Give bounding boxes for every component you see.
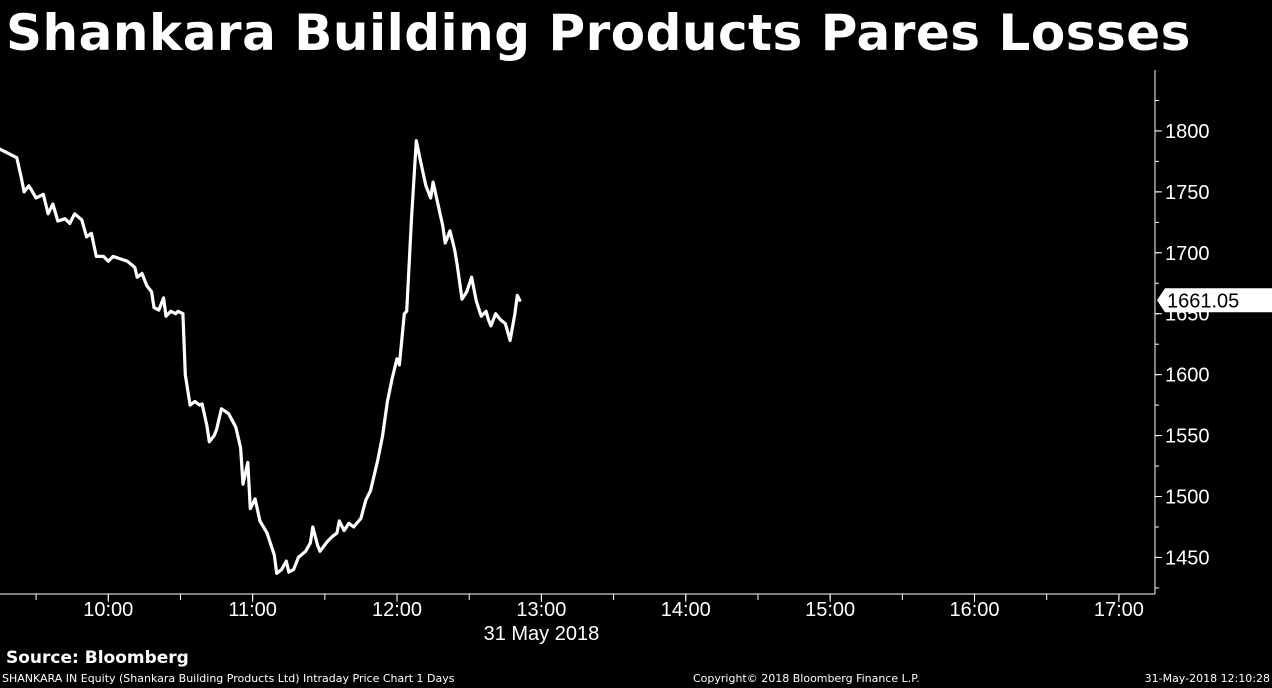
y-tick-label: 1700: [1165, 243, 1210, 265]
x-tick-label: 10:00: [83, 599, 133, 621]
footer-timestamp: 31-May-2018 12:10:28: [1144, 672, 1270, 685]
y-tick-label: 1550: [1165, 426, 1210, 448]
last-price-box: [1157, 288, 1272, 313]
y-tick-label: 1800: [1165, 121, 1210, 143]
price-series: [0, 139, 522, 575]
source-label: Source: Bloomberg: [6, 648, 189, 668]
chart-axes: [0, 70, 1156, 595]
y-tick-label: 1500: [1165, 487, 1210, 509]
x-tick-label: 14:00: [661, 599, 711, 621]
last-price-label: 1661.05: [1167, 290, 1239, 312]
footer-description: SHANKARA IN Equity (Shankara Building Pr…: [2, 672, 455, 685]
last-price-marker: 1661.05: [1157, 288, 1272, 313]
price-line: [0, 139, 522, 575]
x-tick-label: 15:00: [805, 599, 855, 621]
chart-title: Shankara Building Products Pares Losses: [6, 4, 1191, 62]
x-tick-label: 17:00: [1094, 599, 1144, 621]
x-axis-label: 31 May 2018: [484, 623, 600, 645]
x-tick-label: 11:00: [228, 599, 277, 621]
axis-ticks: 10:00 11:00 12:00 13:00 14:00 15:00 16:00 17:00…: [35, 99, 1210, 645]
y-tick-label: 1750: [1165, 182, 1210, 204]
y-tick-label: 1450: [1165, 547, 1210, 569]
x-tick-label: 13:00: [516, 599, 566, 621]
footer-copyright: Copyright© 2018 Bloomberg Finance L.P.: [693, 672, 920, 685]
x-tick-label: 16:00: [950, 599, 1000, 621]
x-tick-label: 12:00: [372, 599, 422, 621]
y-tick-label: 1600: [1165, 365, 1210, 387]
